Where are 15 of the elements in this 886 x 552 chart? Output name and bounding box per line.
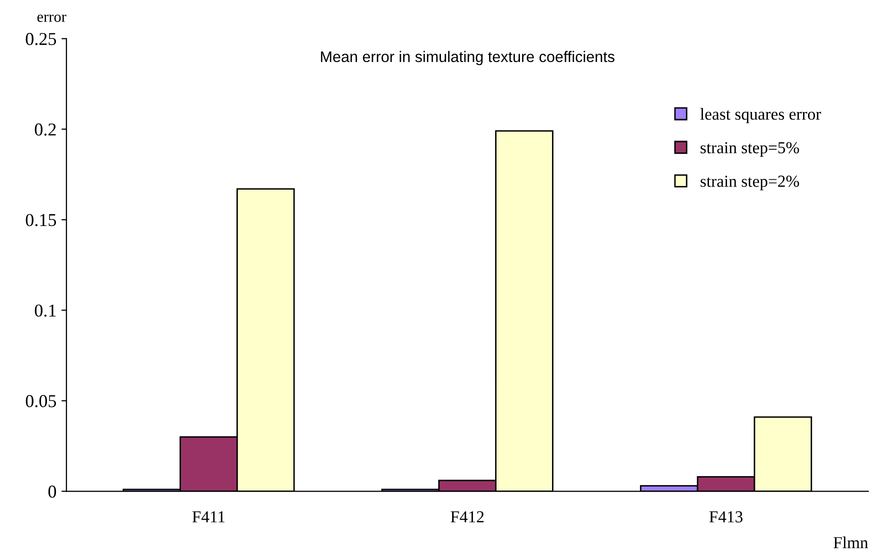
y-tick-label: 0 (48, 486, 56, 498)
y-tick-label: 0.05 (26, 395, 56, 408)
x-tick-label: F412 (450, 511, 484, 522)
legend-label: least squares error (700, 108, 822, 124)
x-tick-label: F411 (192, 511, 225, 522)
legend-label: strain step=2% (700, 176, 800, 190)
y-tick-label: 0.1 (34, 304, 56, 317)
y-tick-label: 0.2 (34, 123, 56, 136)
y-tick-label: 0.15 (26, 214, 56, 226)
legend-label: strain step=5% (700, 142, 800, 157)
x-axis-title: Flmn (834, 536, 868, 548)
x-tick-label: F413 (709, 511, 743, 522)
y-axis-title: error (37, 14, 66, 22)
y-tick-label: 0.25 (26, 32, 56, 46)
text: Mean error in simulating texture coefficients (321, 50, 614, 66)
